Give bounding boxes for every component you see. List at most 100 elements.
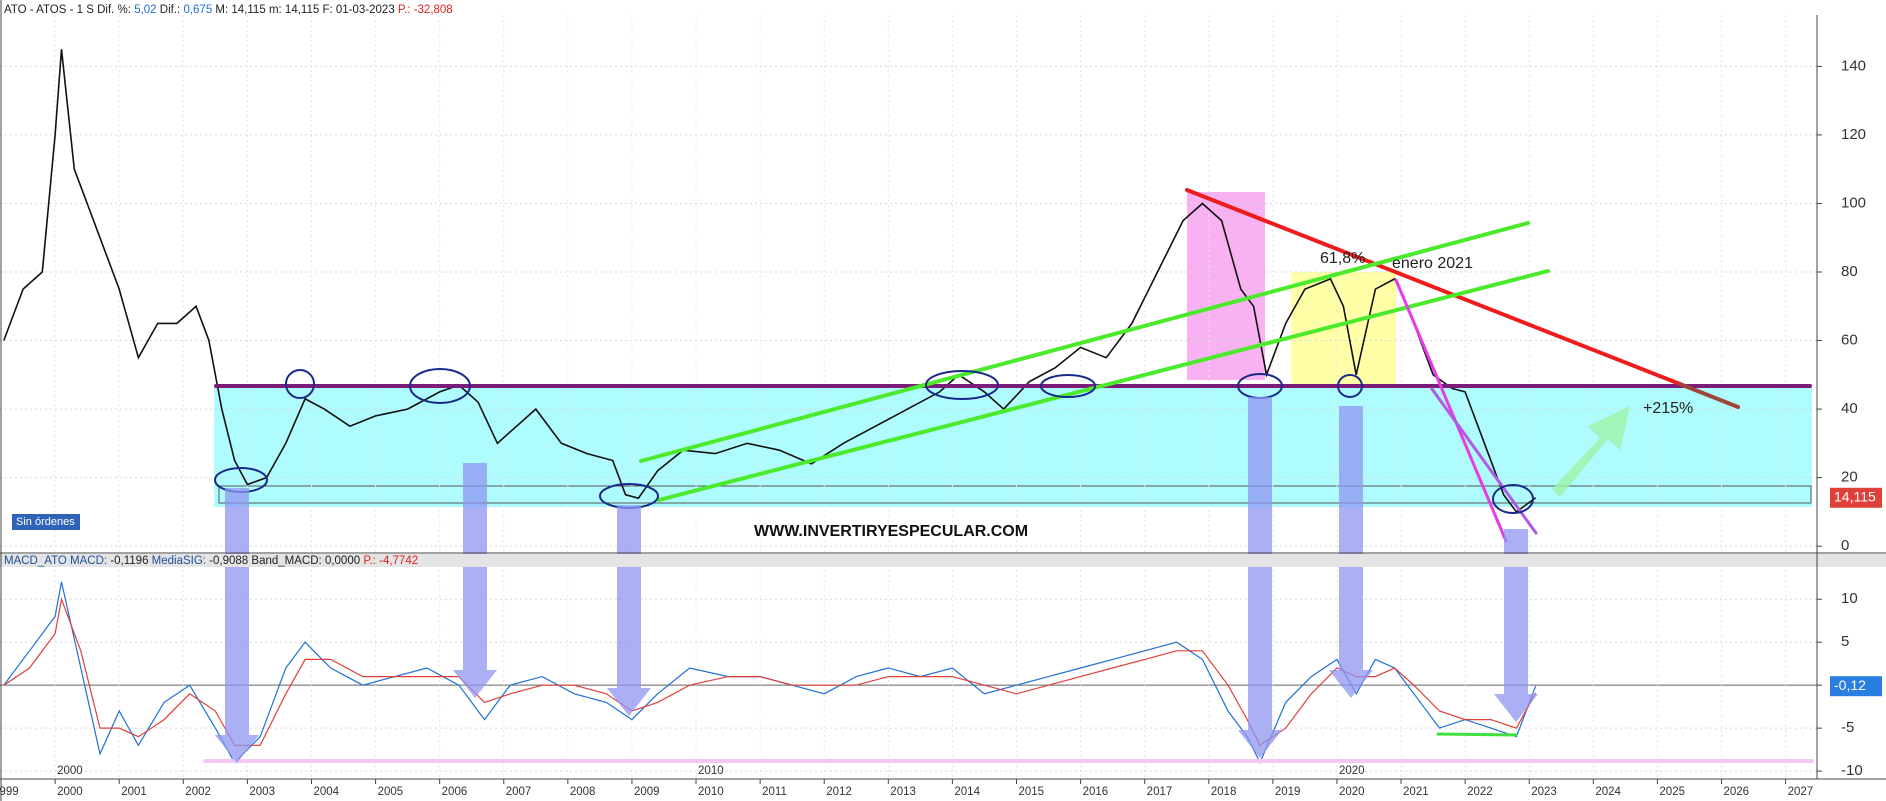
header-part: Band_MACD: <box>251 555 321 567</box>
yellow-zone <box>1291 272 1396 387</box>
y-tick-label: 5 <box>1841 633 1849 650</box>
y-tick-label: 0 <box>1841 537 1849 554</box>
y-tick-label: 40 <box>1841 400 1858 417</box>
header-part: MediaSIG: <box>152 555 206 567</box>
header-part: P.: <box>363 555 376 567</box>
y-tick-label: 100 <box>1841 194 1866 211</box>
y-tick-label: -5 <box>1841 719 1854 736</box>
down-arrow <box>1494 529 1538 722</box>
header-part: 14,115 <box>285 4 319 16</box>
header-part: -0,9088 <box>209 555 248 567</box>
highlight-ellipse <box>925 370 999 400</box>
highlight-ellipse <box>1492 484 1534 514</box>
highlight-ellipse <box>1337 374 1363 398</box>
x-tick-label: 2013 <box>890 786 916 798</box>
down-trendline <box>1185 188 1682 386</box>
x-tick-label: 2025 <box>1659 786 1685 798</box>
header-part: 0,0000 <box>325 555 360 567</box>
channel-lower <box>657 269 1550 502</box>
y-tick-label: 140 <box>1841 57 1866 74</box>
x-tick-label: 2016 <box>1083 786 1109 798</box>
x-tick-label: 2018 <box>1211 786 1237 798</box>
x-tick-label: 2023 <box>1531 786 1557 798</box>
x-tick-label: 2005 <box>378 786 404 798</box>
x-tick-label: 2004 <box>313 786 339 798</box>
x-tick-label: 2008 <box>570 786 596 798</box>
pink-zone <box>1187 192 1265 380</box>
major-x-label: 2000 <box>57 765 83 777</box>
channel-upper <box>639 221 1530 463</box>
header-part: 14,115 <box>231 4 265 16</box>
y-tick-label: 120 <box>1841 126 1866 143</box>
macd-support <box>1436 732 1518 737</box>
x-tick-label: 2017 <box>1147 786 1173 798</box>
macd-header-band <box>0 554 1886 567</box>
x-tick-label: 2027 <box>1788 786 1814 798</box>
header-part: 5,02 <box>134 4 156 16</box>
header-part: F: <box>322 4 332 16</box>
y-tick-label: 10 <box>1841 590 1858 607</box>
last-value-label: 14,115 <box>1834 488 1876 504</box>
x-tick-label: 2022 <box>1467 786 1493 798</box>
highlight-ellipse <box>409 368 471 404</box>
header-part: m: <box>269 4 282 16</box>
x-tick-label: 2012 <box>826 786 852 798</box>
header-part: Dif. %: <box>97 4 131 16</box>
x-tick-label: 2009 <box>634 786 660 798</box>
x-tick-label: 2026 <box>1724 786 1750 798</box>
header-part: -4,7742 <box>379 555 418 567</box>
x-tick-label: 2003 <box>249 786 275 798</box>
x-tick-label: 2015 <box>1018 786 1044 798</box>
series-line <box>3 49 1537 514</box>
up-arrow <box>1552 406 1630 497</box>
highlight-ellipse <box>1040 374 1096 398</box>
y-tick-label: -10 <box>1841 762 1863 779</box>
header-part: M: <box>215 4 228 16</box>
x-tick-label: 2021 <box>1403 786 1429 798</box>
header-part: MACD_ATO <box>4 555 67 567</box>
header-part: 01-03-2023 <box>336 4 395 16</box>
website: WWW.INVERTIRYESPECULAR.COM <box>754 523 1028 540</box>
y-tick-label: 20 <box>1841 469 1858 486</box>
header-part: ATO - ATOS - 1 S <box>4 4 94 16</box>
down-arrow <box>453 463 497 698</box>
macd-header: MACD_ATO MACD: -0,1196 MediaSIG: -0,9088… <box>4 555 418 567</box>
series-line <box>3 596 1537 747</box>
fall-line <box>1394 278 1508 543</box>
down-trendline-end <box>1678 382 1740 409</box>
orders-text: Sin órdenes <box>16 516 75 528</box>
x-tick-label: 2001 <box>121 786 147 798</box>
header-part: Dif.: <box>160 4 180 16</box>
x-tick-label: 2006 <box>442 786 468 798</box>
x-tick-label: 2019 <box>1275 786 1301 798</box>
down-arrow <box>1238 397 1282 758</box>
header-part: 0,675 <box>183 4 212 16</box>
range-box <box>218 485 1812 504</box>
header-part: -0,1196 <box>110 555 148 567</box>
fall-line-2 <box>1430 387 1538 535</box>
down-arrow <box>1329 406 1373 698</box>
date-annotation: enero 2021 <box>1392 255 1473 272</box>
y-tick-label: 80 <box>1841 263 1858 280</box>
header-part: P.: <box>398 4 411 16</box>
support-zone <box>214 387 1812 507</box>
x-tick-label: 2007 <box>506 786 532 798</box>
highlight-ellipse <box>285 369 315 399</box>
x-tick-label: 2020 <box>1339 786 1365 798</box>
x-tick-label: 2011 <box>762 786 787 798</box>
x-tick-label: 1999 <box>0 786 19 798</box>
x-tick-label: 2014 <box>954 786 980 798</box>
fib-label: 61,8% <box>1320 250 1365 267</box>
x-tick-label: 2002 <box>185 786 211 798</box>
x-tick-label: 2024 <box>1595 786 1621 798</box>
last-value-box <box>1830 487 1882 508</box>
header-part: -32,808 <box>414 4 453 16</box>
header-part: MACD: <box>70 555 107 567</box>
x-tick-label: 2000 <box>57 786 83 798</box>
orders-badge <box>12 514 80 530</box>
price-header: ATO - ATOS - 1 S Dif. %: 5,02 Dif.: 0,67… <box>4 4 453 16</box>
y-tick-label: 60 <box>1841 332 1858 349</box>
last-value-label: -0,12 <box>1834 677 1866 693</box>
x-tick-label: 2010 <box>698 786 724 798</box>
